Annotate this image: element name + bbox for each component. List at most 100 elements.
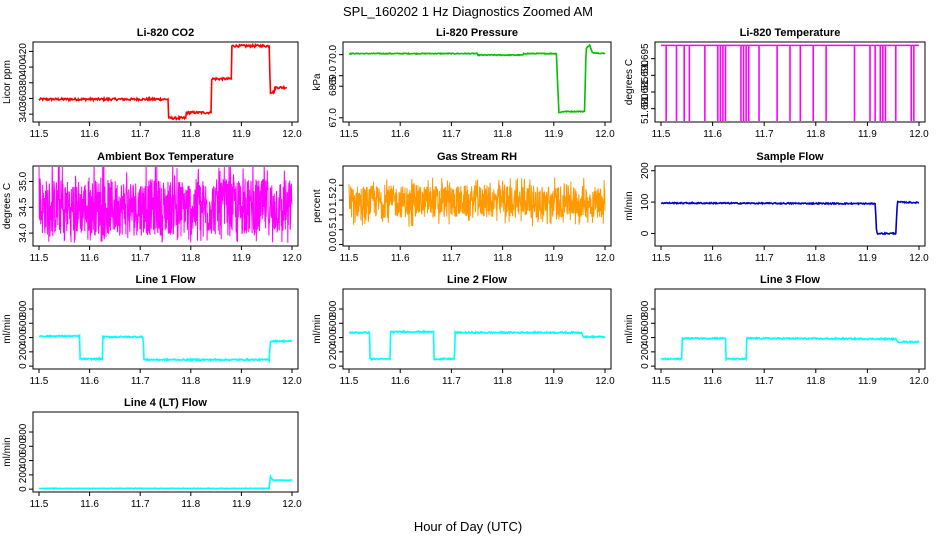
y-tick-label: 68.5: [328, 76, 339, 96]
y-axis-label: ml/min: [2, 437, 13, 466]
panel-9: Line 4 (LT) Flow 11.5 11.6 11.7 11.8 11.9 12.0…: [2, 397, 302, 510]
series-line: [348, 329, 606, 362]
y-tick-label: 51.695: [640, 43, 651, 74]
x-tick-label: 12.0: [282, 499, 302, 510]
y-tick-label: 800: [328, 300, 339, 317]
y-tick-label: 600: [328, 315, 339, 332]
x-tick-label: 11.7: [131, 253, 150, 264]
y-tick-label: 34.5: [18, 197, 29, 217]
y-axis-label: ml/min: [312, 314, 323, 343]
x-tick-label: 11.8: [181, 253, 200, 264]
x-tick-label: 12.0: [595, 376, 615, 387]
x-tick-label: 11.6: [80, 499, 99, 510]
y-tick-label: 1.5: [328, 193, 339, 207]
panel-title: Li-820 CO2: [137, 27, 194, 39]
y-tick-label: 200: [18, 466, 29, 483]
x-tick-label: 12.0: [282, 129, 302, 140]
series-line: [660, 200, 920, 236]
x-tick-label: 12.0: [909, 253, 929, 264]
x-tick-label: 11.7: [755, 376, 774, 387]
x-tick-label: 11.5: [340, 376, 359, 387]
series-line: [660, 336, 920, 363]
y-axis-label: kPa: [312, 73, 323, 91]
y-tick-label: 0: [18, 486, 29, 492]
panel-3: Ambient Box Temperature 11.5 11.6 11.7 11.8 1…: [2, 151, 302, 264]
y-tick-label: 0: [18, 363, 29, 369]
panels: Li-820 CO2 11.5 11.6 11.7 11.8 11.9 12.0 340360…: [2, 27, 929, 510]
y-tick-label: 0.0: [328, 237, 339, 251]
x-tick-label: 11.7: [755, 253, 774, 264]
x-tick-label: 11.7: [131, 499, 150, 510]
plot-frame: [342, 165, 612, 247]
panel-0: Li-820 CO2 11.5 11.6 11.7 11.8 11.9 12.0 340360…: [2, 27, 302, 140]
plot-frame: [654, 41, 926, 123]
y-axis-label: ml/min: [624, 314, 635, 343]
data-layer: [38, 43, 288, 121]
series-line: [38, 333, 293, 364]
data-layer: [38, 167, 293, 243]
x-tick-label: 11.7: [755, 129, 774, 140]
x-tick-label: 11.8: [181, 376, 200, 387]
y-tick-label: 800: [18, 300, 29, 317]
plot-frame: [654, 165, 926, 247]
data-layer: [348, 329, 606, 362]
y-tick-label: 34.0: [18, 223, 29, 243]
y-tick-label: 420: [18, 43, 29, 60]
y-tick-label: 200: [18, 343, 29, 360]
y-tick-label: 67.0: [328, 108, 339, 128]
x-tick-label: 11.5: [30, 376, 49, 387]
panel-title: Sample Flow: [756, 151, 824, 163]
y-tick-label: 400: [18, 452, 29, 469]
x-tick-label: 11.6: [391, 129, 410, 140]
y-tick-label: 400: [640, 329, 651, 346]
plot-frame: [32, 288, 299, 370]
panel-title: Gas Stream RH: [437, 151, 517, 163]
y-tick-label: 600: [18, 438, 29, 455]
data-layer: [38, 333, 293, 364]
y-tick-label: 200: [640, 343, 651, 360]
y-axis-label: percent: [312, 189, 323, 223]
x-tick-label: 11.9: [544, 129, 563, 140]
y-tick-label: 51.685: [640, 76, 651, 107]
x-tick-label: 11.6: [80, 129, 99, 140]
x-tick-label: 12.0: [282, 376, 302, 387]
x-tick-label: 11.7: [131, 376, 150, 387]
y-tick-label: 0: [640, 363, 651, 369]
data-layer: [348, 43, 606, 114]
x-tick-label: 12.0: [595, 129, 615, 140]
y-tick-label: 200: [640, 162, 651, 179]
x-tick-label: 11.7: [442, 129, 461, 140]
x-tick-label: 11.5: [652, 129, 671, 140]
data-layer: [38, 473, 293, 490]
x-tick-label: 11.9: [858, 376, 877, 387]
y-axis-label: ml/min: [2, 314, 13, 343]
y-tick-label: 800: [18, 423, 29, 440]
series-line: [38, 167, 293, 243]
y-tick-label: 51.680: [640, 93, 651, 124]
x-tick-label: 11.6: [703, 253, 722, 264]
plot-frame: [32, 165, 299, 247]
panel-title: Li-820 Pressure: [436, 27, 518, 39]
y-tick-label: 380: [18, 74, 29, 91]
plot-frame: [342, 41, 612, 123]
panel-title: Line 2 Flow: [447, 274, 507, 286]
y-tick-label: 340: [18, 105, 29, 122]
x-tick-label: 11.9: [858, 129, 877, 140]
x-tick-label: 11.9: [232, 129, 251, 140]
x-tick-label: 11.7: [442, 253, 461, 264]
panel-4: Gas Stream RH 11.5 11.6 11.7 11.8 11.9 12.0 0.0…: [312, 151, 615, 264]
x-tick-label: 11.9: [544, 253, 563, 264]
y-tick-label: 600: [18, 315, 29, 332]
y-tick-label: 1.0: [328, 208, 339, 222]
x-tick-label: 11.8: [493, 376, 512, 387]
data-layer: [660, 200, 920, 236]
panel-title: Ambient Box Temperature: [97, 151, 234, 163]
y-tick-label: 0: [640, 230, 651, 236]
x-tick-label: 11.9: [232, 253, 251, 264]
figure-title: SPL_160202 1 Hz Diagnostics Zoomed AM: [343, 4, 593, 19]
x-tick-label: 11.9: [232, 499, 251, 510]
y-tick-label: 400: [18, 329, 29, 346]
x-tick-label: 12.0: [282, 253, 302, 264]
x-tick-label: 11.5: [340, 253, 359, 264]
